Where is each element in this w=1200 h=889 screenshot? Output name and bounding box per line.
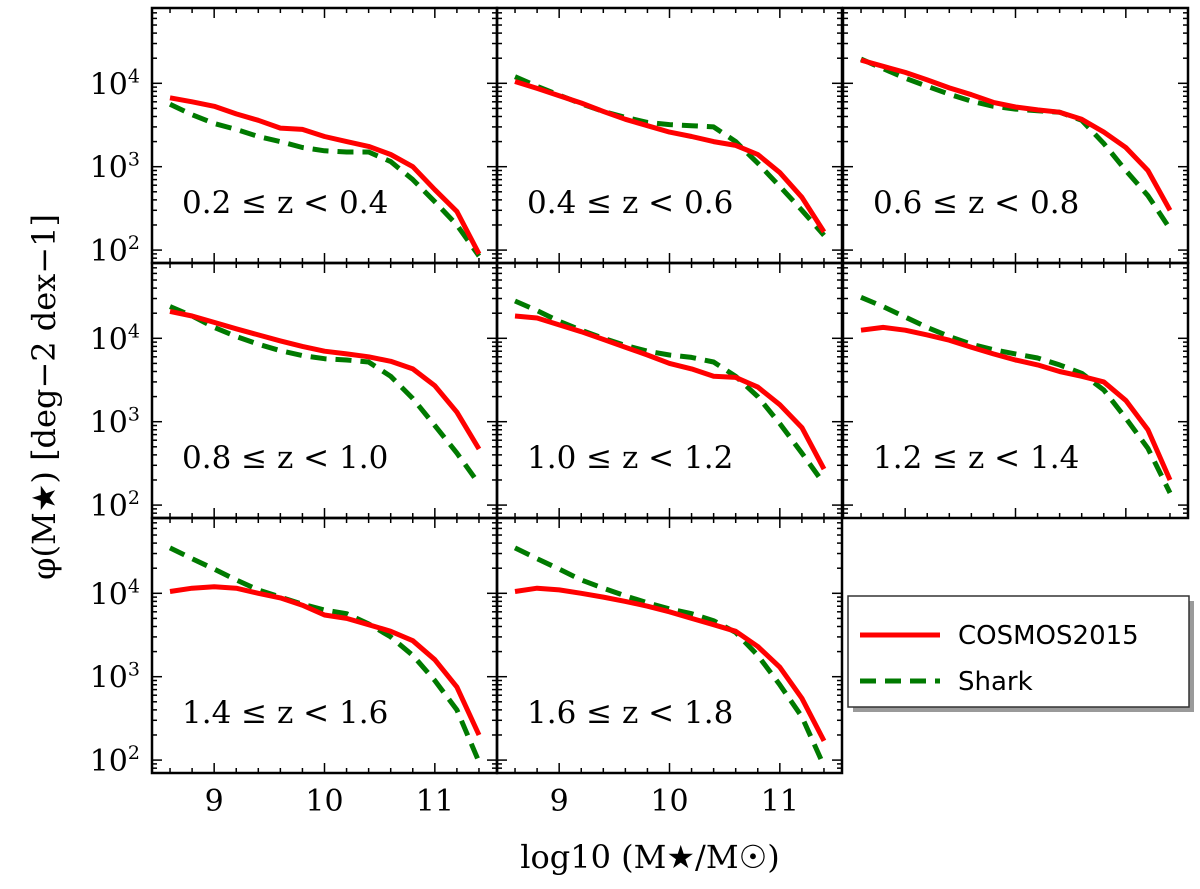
panel-frame xyxy=(495,516,844,775)
y-tick-label: 103 xyxy=(90,659,140,696)
y-tick-label: 102 xyxy=(90,487,140,524)
series-line-shark xyxy=(168,545,482,763)
panel-label: 0.6 ≤ z < 0.8 xyxy=(873,185,1079,221)
series-line-cosmos2015 xyxy=(860,57,1173,212)
panel-5: 1.0 ≤ z < 1.2 xyxy=(495,261,844,520)
panel-label: 1.2 ≤ z < 1.4 xyxy=(873,440,1079,476)
panel-label: 0.4 ≤ z < 0.6 xyxy=(527,185,733,221)
panel-frame xyxy=(841,261,1190,520)
panel-8: 1.6 ≤ z < 1.8 xyxy=(495,516,844,775)
x-tick-label: 11 xyxy=(761,784,799,819)
series-line-cosmos2015 xyxy=(514,585,827,743)
series-line-shark xyxy=(168,102,482,258)
x-tick-label: 9 xyxy=(550,784,569,819)
y-tick-label: 104 xyxy=(90,575,140,612)
panel-ticks xyxy=(152,262,497,519)
panel-frame xyxy=(150,261,499,520)
panel-4: 0.8 ≤ z < 1.0 xyxy=(150,261,499,520)
panels-layer: 0.2 ≤ z < 0.4 0.4 ≤ z < 0.6 0.6 ≤ z < 0.8 0… xyxy=(150,6,1190,775)
panel-2: 0.4 ≤ z < 0.6 xyxy=(495,6,844,265)
panel-3: 0.6 ≤ z < 0.8 xyxy=(841,6,1190,265)
panel-6: 1.2 ≤ z < 1.4 xyxy=(841,261,1190,520)
y-tick-label: 104 xyxy=(90,320,140,357)
panel-label: 1.4 ≤ z < 1.6 xyxy=(182,695,388,731)
legend-label-shark: Shark xyxy=(958,667,1033,697)
series-line-cosmos2015 xyxy=(169,584,482,737)
panel-frame xyxy=(495,6,844,265)
panel-7: 1.4 ≤ z < 1.6 xyxy=(150,516,499,775)
y-tick-label: 104 xyxy=(90,65,140,102)
panel-frame xyxy=(495,261,844,520)
y-axis-title: φ(M★) [deg−2 dex−1] xyxy=(25,214,63,580)
series-line-shark xyxy=(514,298,827,486)
panel-label: 0.8 ≤ z < 1.0 xyxy=(182,440,388,476)
x-tick-label: 10 xyxy=(305,784,343,819)
panel-frame xyxy=(150,516,499,775)
panel-label: 1.6 ≤ z < 1.8 xyxy=(527,695,733,731)
panel-ticks xyxy=(152,517,497,774)
panel-ticks xyxy=(843,7,1188,264)
panel-label: 0.2 ≤ z < 0.4 xyxy=(182,185,388,221)
x-tick-label: 10 xyxy=(650,784,688,819)
panel-ticks xyxy=(497,517,842,774)
panel-ticks xyxy=(497,7,842,264)
legend-box xyxy=(847,595,1190,708)
x-axis-title: log10 (M★/M☉) xyxy=(520,838,780,876)
x-tick-label: 9 xyxy=(205,784,224,819)
series-line-cosmos2015 xyxy=(514,313,827,471)
y-tick-label: 102 xyxy=(90,742,140,779)
y-tick-label: 103 xyxy=(90,404,140,441)
axes-layer: 102 103 104 102 103 104 102 103 104 9 10 11 9 10 11 xyxy=(90,65,799,819)
series-line-cosmos2015 xyxy=(169,95,482,256)
series-line-shark xyxy=(169,304,482,486)
series-line-shark xyxy=(513,545,827,768)
series-line-cosmos2015 xyxy=(514,79,827,234)
y-tick-label: 102 xyxy=(90,232,140,269)
series-line-cosmos2015 xyxy=(860,324,1173,482)
panel-label: 1.0 ≤ z < 1.2 xyxy=(527,440,733,476)
legend: COSMOS2015 Shark xyxy=(847,595,1194,712)
panel-ticks xyxy=(497,262,842,519)
panel-frame xyxy=(841,6,1190,265)
panel-1: 0.2 ≤ z < 0.4 xyxy=(150,6,499,265)
x-tick-label: 11 xyxy=(416,784,454,819)
y-tick-label: 103 xyxy=(90,149,140,186)
panel-ticks xyxy=(843,262,1188,519)
series-line-cosmos2015 xyxy=(169,308,482,451)
series-line-shark xyxy=(860,294,1173,495)
legend-label-cosmos: COSMOS2015 xyxy=(958,621,1139,651)
